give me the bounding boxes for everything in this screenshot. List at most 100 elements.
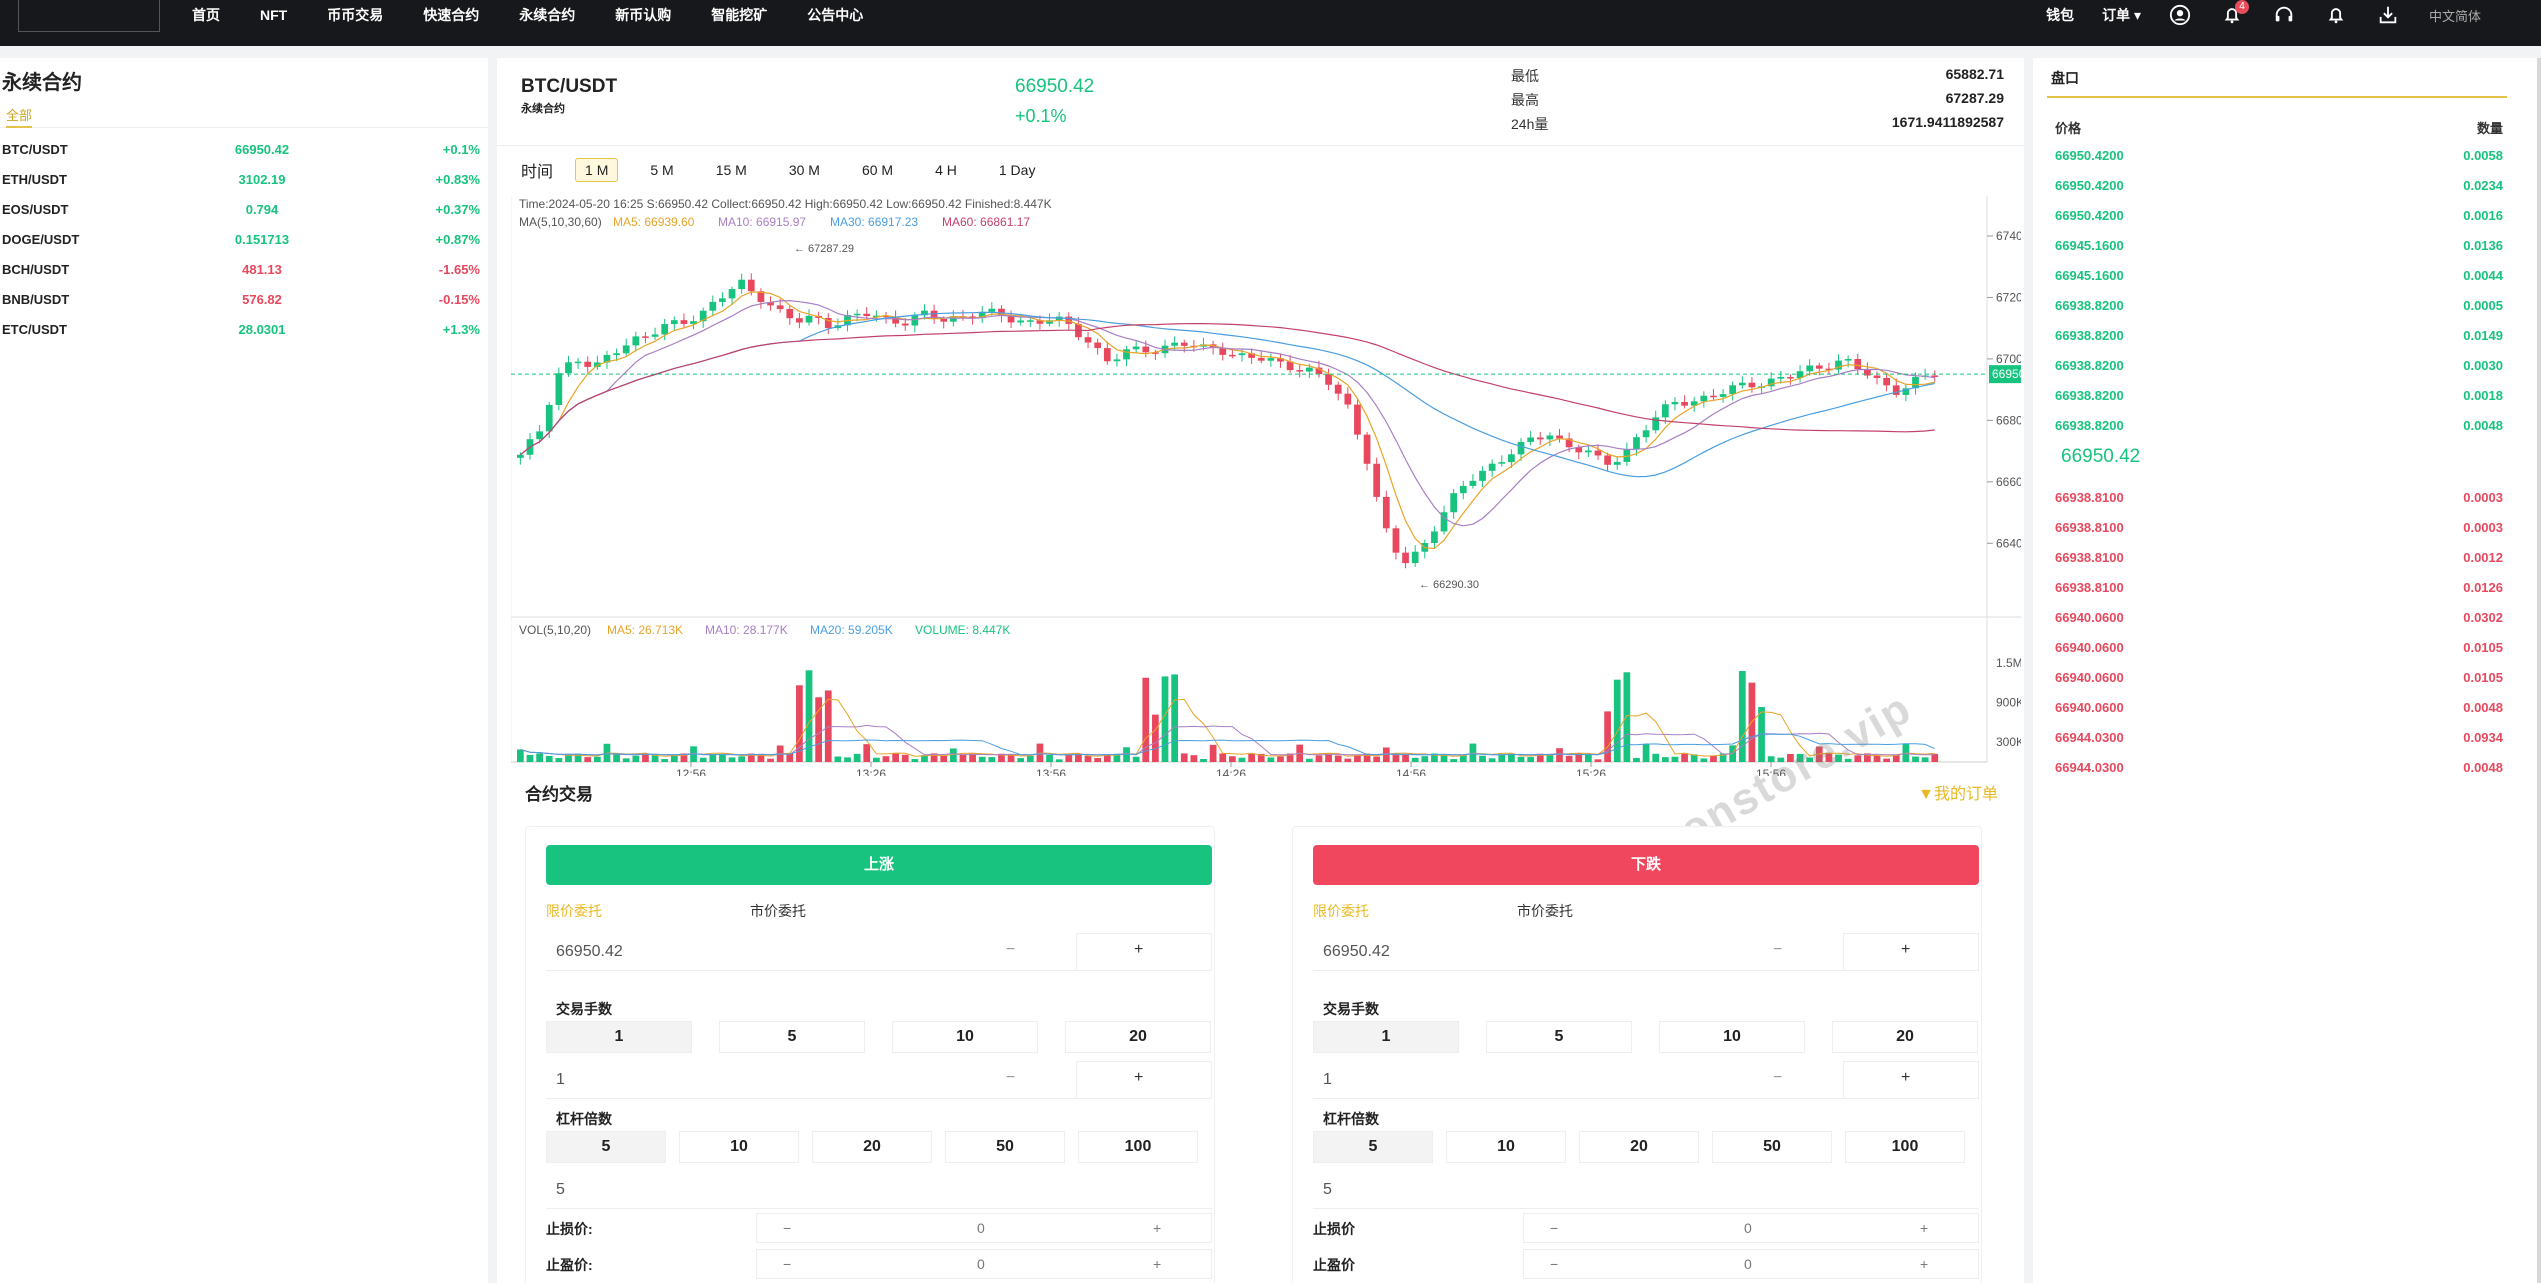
nav-item-4[interactable]: 永续合约 — [519, 7, 576, 23]
market-row[interactable]: ETH/USDT 3102.19 +0.83% — [0, 164, 488, 194]
decrement-button[interactable]: − — [1550, 1220, 1559, 1236]
lots-option[interactable]: 20 — [1832, 1021, 1978, 1053]
interval-1[interactable]: 5 M — [650, 162, 674, 178]
bell-icon[interactable] — [2325, 4, 2347, 26]
lots-input[interactable]: 1 − + — [546, 1061, 1212, 1099]
nav-item-1[interactable]: NFT — [260, 7, 288, 23]
ask-row[interactable]: 66940.0600 0.0048 — [2055, 700, 2503, 715]
increment-button[interactable]: + — [1920, 1220, 1929, 1236]
leverage-option[interactable]: 10 — [1446, 1131, 1566, 1163]
market-row[interactable]: BCH/USDT 481.13 -1.65% — [0, 254, 488, 284]
ask-row[interactable]: 66938.8100 0.0003 — [2055, 520, 2503, 535]
interval-4[interactable]: 60 M — [861, 162, 894, 178]
orders-dropdown[interactable]: 订单 ▾ — [2102, 7, 2141, 23]
language-switch[interactable]: 中文简体 — [2428, 8, 2481, 24]
bid-row[interactable]: 66938.8200 0.0149 — [2055, 328, 2503, 343]
bid-row[interactable]: 66950.4200 0.0016 — [2055, 208, 2503, 223]
buy-submit-button[interactable]: 上涨 — [546, 845, 1212, 885]
leverage-option[interactable]: 50 — [1712, 1131, 1832, 1163]
decrement-button[interactable]: − — [1550, 1256, 1559, 1272]
bid-row[interactable]: 66938.8200 0.0005 — [2055, 298, 2503, 313]
nav-item-5[interactable]: 新币认购 — [615, 7, 672, 23]
lots-option[interactable]: 10 — [1659, 1021, 1805, 1053]
increment-button[interactable]: + — [1153, 1256, 1162, 1272]
download-icon[interactable] — [2377, 4, 2399, 26]
increment-button[interactable]: + — [1920, 1256, 1929, 1272]
ask-row[interactable]: 66938.8100 0.0012 — [2055, 550, 2503, 565]
stop-loss-input[interactable]: − 0 + — [756, 1213, 1212, 1243]
stop-loss-input[interactable]: − 0 + — [1523, 1213, 1979, 1243]
tab-market-order[interactable]: 市价委托 — [1517, 903, 1573, 919]
lots-option[interactable]: 10 — [892, 1021, 1038, 1053]
take-profit-input[interactable]: − 0 + — [756, 1249, 1212, 1279]
ask-row[interactable]: 66940.0600 0.0105 — [2055, 670, 2503, 685]
decrement-button[interactable]: − — [783, 1256, 792, 1272]
market-row[interactable]: BNB/USDT 576.82 -0.15% — [0, 284, 488, 314]
increment-button[interactable]: + — [1153, 1220, 1162, 1236]
market-row[interactable]: ETC/USDT 28.0301 +1.3% — [0, 314, 488, 344]
bid-row[interactable]: 66938.8200 0.0030 — [2055, 358, 2503, 373]
my-orders-link[interactable]: ▼我的订单 — [1918, 780, 1998, 804]
interval-0[interactable]: 1 M — [575, 158, 619, 182]
bid-row[interactable]: 66938.8200 0.0018 — [2055, 388, 2503, 403]
ask-row[interactable]: 66938.8100 0.0003 — [2055, 490, 2503, 505]
decrement-button[interactable]: − — [1773, 941, 1783, 958]
wallet-link[interactable]: 钱包 — [2046, 7, 2075, 23]
tab-limit-order[interactable]: 限价委托 — [546, 903, 602, 919]
market-row[interactable]: BTC/USDT 66950.42 +0.1% — [0, 134, 488, 164]
bid-row[interactable]: 66945.1600 0.0044 — [2055, 268, 2503, 283]
price-input[interactable]: 66950.42 − + — [1313, 933, 1979, 971]
leverage-option[interactable]: 100 — [1078, 1131, 1198, 1163]
lots-option[interactable]: 20 — [1065, 1021, 1211, 1053]
tab-limit-order[interactable]: 限价委托 — [1313, 903, 1369, 919]
bid-row[interactable]: 66950.4200 0.0234 — [2055, 178, 2503, 193]
lots-input[interactable]: 1 − + — [1313, 1061, 1979, 1099]
user-icon[interactable] — [2169, 4, 2191, 26]
tab-market-order[interactable]: 市价委托 — [750, 903, 806, 919]
message-bell-icon[interactable]: 4 — [2221, 0, 2249, 26]
nav-item-0[interactable]: 首页 — [192, 7, 220, 23]
market-row[interactable]: EOS/USDT 0.794 +0.37% — [0, 194, 488, 224]
price-input[interactable]: 66950.42 − + — [546, 933, 1212, 971]
leverage-option[interactable]: 5 — [546, 1131, 666, 1163]
nav-item-7[interactable]: 公告中心 — [807, 7, 864, 23]
interval-2[interactable]: 15 M — [715, 162, 747, 178]
decrement-button[interactable]: − — [1006, 1069, 1016, 1086]
leverage-option[interactable]: 5 — [1313, 1131, 1433, 1163]
nav-item-2[interactable]: 币币交易 — [327, 7, 384, 23]
bid-row[interactable]: 66950.4200 0.0058 — [2055, 148, 2503, 163]
nav-item-6[interactable]: 智能挖矿 — [711, 7, 768, 23]
interval-6[interactable]: 1 Day — [998, 162, 1036, 178]
market-row[interactable]: DOGE/USDT 0.151713 +0.87% — [0, 224, 488, 254]
scrollbar[interactable] — [2537, 58, 2541, 1283]
lots-option[interactable]: 5 — [1486, 1021, 1632, 1053]
leverage-input[interactable]: 5 — [1313, 1171, 1979, 1209]
interval-5[interactable]: 4 H — [935, 162, 957, 178]
leverage-option[interactable]: 20 — [1579, 1131, 1699, 1163]
lots-option[interactable]: 1 — [546, 1021, 692, 1053]
leverage-option[interactable]: 50 — [945, 1131, 1065, 1163]
lots-option[interactable]: 1 — [1313, 1021, 1459, 1053]
logo[interactable] — [18, 0, 160, 32]
nav-item-3[interactable]: 快速合约 — [423, 7, 480, 23]
ask-row[interactable]: 66940.0600 0.0302 — [2055, 610, 2503, 625]
candlestick-chart[interactable]: 67400.00 67200.00 67000.00 66800.00 66600.00… — [511, 196, 2021, 776]
leverage-option[interactable]: 100 — [1845, 1131, 1965, 1163]
increment-button[interactable]: + — [1901, 941, 1911, 958]
lots-option[interactable]: 5 — [719, 1021, 865, 1053]
interval-3[interactable]: 30 M — [788, 162, 820, 178]
increment-button[interactable]: + — [1134, 1069, 1144, 1086]
take-profit-input[interactable]: − 0 + — [1523, 1249, 1979, 1279]
ask-row[interactable]: 66944.0300 0.0048 — [2055, 760, 2503, 775]
headset-icon[interactable] — [2273, 4, 2295, 26]
tab-all[interactable]: 全部 — [6, 105, 33, 128]
leverage-option[interactable]: 20 — [812, 1131, 932, 1163]
increment-button[interactable]: + — [1134, 941, 1144, 958]
decrement-button[interactable]: − — [1773, 1069, 1783, 1086]
bid-row[interactable]: 66938.8200 0.0048 — [2055, 418, 2503, 433]
decrement-button[interactable]: − — [783, 1220, 792, 1236]
ask-row[interactable]: 66944.0300 0.0934 — [2055, 730, 2503, 745]
ask-row[interactable]: 66940.0600 0.0105 — [2055, 640, 2503, 655]
bid-row[interactable]: 66945.1600 0.0136 — [2055, 238, 2503, 253]
decrement-button[interactable]: − — [1006, 941, 1016, 958]
